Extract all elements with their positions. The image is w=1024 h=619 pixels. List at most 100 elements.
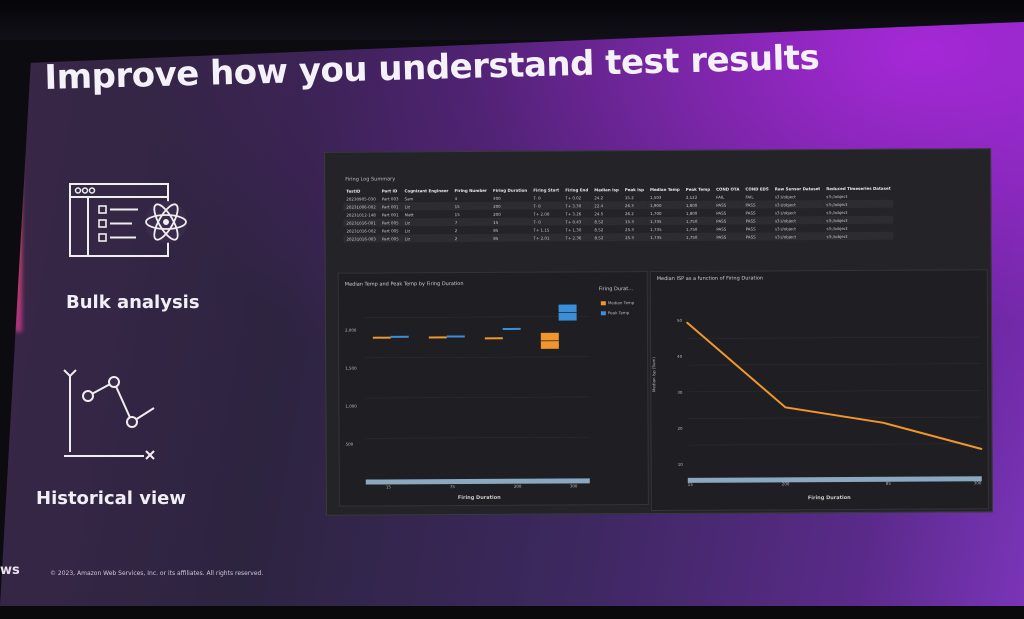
- x-axis-scrollbar: [365, 478, 590, 485]
- table-cell: T+ 1.30: [565, 226, 582, 232]
- table-cell: s3://object: [823, 231, 894, 241]
- table-cell: Part 003: [381, 195, 399, 201]
- x-tick: 75: [449, 484, 455, 490]
- gridline: [365, 396, 590, 399]
- table-cell: 8.52: [591, 233, 623, 242]
- table-cell: 20231016-003: [343, 234, 379, 243]
- table-header-cell: Firing Number: [454, 187, 488, 193]
- table-cell: 300: [493, 195, 501, 201]
- table-cell: T- 0: [533, 195, 541, 201]
- table-header-cell: COND EDS: [745, 185, 769, 192]
- table-header-cell: Firing End: [565, 186, 589, 192]
- historical-view-icon: [58, 366, 168, 466]
- table-cell: 1,750: [682, 232, 714, 241]
- table-cell: 1,735: [647, 216, 683, 226]
- table-cell: 25.3: [622, 233, 648, 242]
- table-cell: 2,122: [685, 194, 698, 200]
- table-cell: s3://object: [771, 216, 824, 225]
- gridline: [364, 316, 589, 318]
- table-cell: 1,900: [647, 200, 683, 210]
- table-title: Firing Log Summary: [345, 176, 396, 183]
- table-cell: Sam: [404, 195, 414, 201]
- x-tick: 200: [513, 483, 522, 489]
- table-cell: PASS: [713, 232, 743, 241]
- table-cell: PASS: [742, 200, 772, 209]
- table-header-cell: Peak Isp: [624, 186, 644, 192]
- x-tick: 300: [973, 480, 982, 486]
- table-cell: 200: [490, 201, 531, 210]
- line-chart-xlabel: Firing Duration: [807, 494, 851, 502]
- historical-view-label: Historical view: [36, 488, 186, 509]
- table-cell: PASS: [745, 209, 756, 216]
- x-tick: 200: [781, 481, 790, 487]
- table-cell: 4: [454, 195, 458, 201]
- data-point: [784, 406, 787, 409]
- table-cell: 20231016-002: [346, 227, 376, 234]
- table-cell: 15: [454, 211, 460, 217]
- table-header-cell: Cognizant Engineer: [404, 187, 449, 193]
- table-cell: 1,750: [685, 226, 698, 232]
- data-point: [882, 422, 885, 424]
- table-cell: 2: [451, 233, 491, 243]
- table-cell: PASS: [742, 216, 772, 225]
- x-tick: 15: [385, 484, 391, 490]
- table-cell: 22.4: [591, 201, 622, 210]
- table-row: 20231016-003 Part 005 Liz 2 85 T+ 2.01 T+ 2.36…: [343, 231, 894, 243]
- table-cell: 2: [454, 227, 458, 233]
- x-tick: 85: [885, 480, 891, 486]
- data-point: [980, 448, 983, 450]
- table-cell: 1,735: [650, 226, 662, 232]
- firing-log-table: TestID Part ID Cognizant Engineer Firing Nu…: [343, 184, 894, 243]
- table-cell: 1,800: [682, 200, 714, 209]
- table-cell: 85: [490, 233, 531, 242]
- gridline: [687, 416, 982, 419]
- table-cell: 20231012-148: [346, 211, 376, 218]
- line-chart-panel: Median ISP as a function of Firing Durat…: [649, 269, 989, 512]
- x-axis-scrollbar: [687, 476, 982, 483]
- table-cell: 15: [490, 217, 531, 226]
- x-tick: 300: [569, 483, 578, 489]
- gridline: [687, 443, 982, 446]
- table-cell: 85: [493, 227, 499, 233]
- table-header-cell: Median Temp: [649, 186, 680, 192]
- table-cell: PASS: [716, 210, 727, 216]
- table-cell: 7: [451, 217, 491, 227]
- table-header-cell: Median Isp: [594, 186, 619, 192]
- bulk-analysis-icon: [66, 180, 196, 264]
- table-header-cell: Part ID: [381, 187, 398, 193]
- slide-accent-bar: [14, 92, 22, 332]
- table-cell: 24.2: [594, 194, 604, 200]
- gridline: [687, 336, 982, 339]
- aws-logo: ws: [0, 563, 20, 578]
- table-cell: T+ 2.01: [530, 233, 563, 242]
- table-cell: 1,503: [649, 194, 662, 200]
- table-cell: Part 005: [381, 227, 399, 233]
- table-cell: 1,800: [685, 210, 698, 216]
- table-cell: 20230905-030: [346, 195, 376, 202]
- table-cell: T+ 2.36: [562, 233, 592, 242]
- table-cell: Part 005: [378, 218, 402, 227]
- table-header-cell: TestID: [346, 188, 361, 194]
- table-cell: PASS: [713, 216, 743, 225]
- series-line: [686, 321, 982, 450]
- table-cell: Part 005: [378, 234, 402, 243]
- table-cell: 8.52: [594, 226, 604, 232]
- table-cell: 1,750: [682, 216, 714, 225]
- table-cell: s3://object: [774, 193, 796, 199]
- copyright-footer: © 2023, Amazon Web Services, Inc. or its…: [50, 570, 264, 577]
- table-cell: s3://object: [774, 209, 796, 215]
- data-point: [686, 321, 688, 324]
- table-cell: Liz: [404, 227, 411, 233]
- table-header-cell: Firing Start: [533, 187, 560, 193]
- table-cell: Part 001: [381, 211, 399, 217]
- table-cell: T+ 0.43: [562, 217, 592, 226]
- floor: [0, 606, 1024, 619]
- table-cell: 1,700: [650, 210, 662, 216]
- table-cell: Liz: [401, 218, 452, 227]
- table-cell: 1,735: [647, 232, 684, 242]
- table-cell: 25.3: [625, 226, 634, 232]
- table-cell: T+ 3.26: [565, 210, 582, 216]
- table-cell: T- 0: [530, 201, 563, 210]
- table-cell: PASS: [716, 226, 727, 232]
- table-header-cell: Raw Sensor Dataset: [774, 185, 821, 191]
